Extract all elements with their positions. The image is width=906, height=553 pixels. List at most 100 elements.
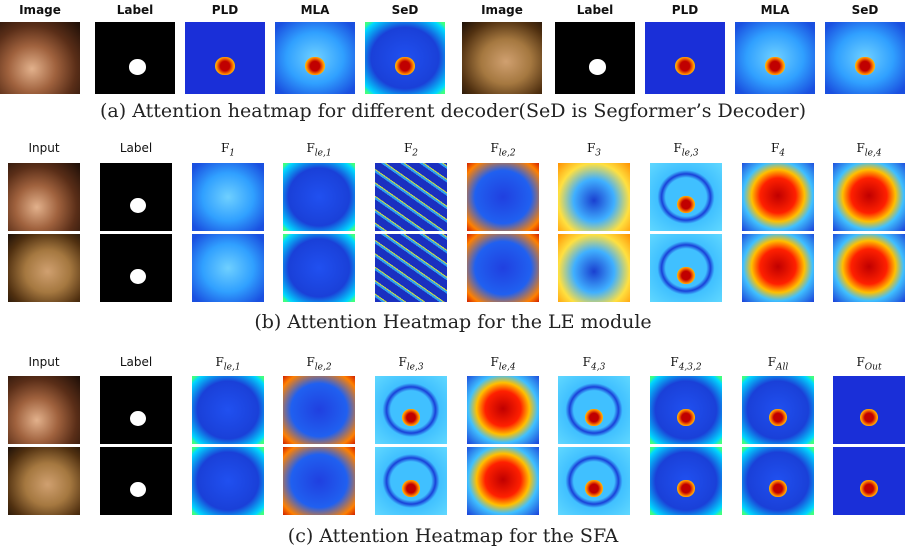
column-header: Fle,3 bbox=[366, 355, 456, 372]
image-tile bbox=[100, 234, 172, 302]
caption: (b) Attention Heatmap for the LE module bbox=[254, 311, 652, 333]
header-base: F bbox=[490, 141, 499, 155]
column-header: Fle,3 bbox=[641, 141, 731, 158]
image-tile bbox=[192, 163, 264, 231]
image-tile bbox=[375, 163, 447, 231]
column-header: F4 bbox=[733, 141, 823, 158]
column-header: F2 bbox=[366, 141, 456, 158]
image-tile bbox=[375, 447, 447, 515]
header-base: F bbox=[403, 141, 413, 155]
column-header: Label bbox=[576, 3, 614, 17]
column-header: FAll bbox=[733, 355, 823, 372]
image-tile bbox=[650, 376, 722, 444]
header-subscript: le,1 bbox=[223, 362, 241, 373]
image-tile bbox=[8, 376, 80, 444]
header-base: F bbox=[306, 355, 315, 369]
header-subscript: le,4 bbox=[498, 362, 516, 373]
header-base: F bbox=[220, 141, 230, 155]
image-tile bbox=[650, 163, 722, 231]
header-subscript: le,3 bbox=[406, 362, 424, 373]
header-subscript: 3 bbox=[595, 148, 602, 159]
image-tile bbox=[100, 447, 172, 515]
image-tile bbox=[8, 447, 80, 515]
image-tile bbox=[283, 376, 355, 444]
column-header: FOut bbox=[824, 355, 906, 372]
column-header: Fle,1 bbox=[183, 355, 273, 372]
header-subscript: Out bbox=[864, 362, 882, 373]
image-tile bbox=[375, 234, 447, 302]
column-header: Fle,4 bbox=[458, 355, 548, 372]
column-header: Fle,2 bbox=[458, 141, 548, 158]
image-tile bbox=[100, 376, 172, 444]
image-tile bbox=[365, 22, 445, 94]
column-header: MLA bbox=[300, 3, 330, 17]
header-base: F bbox=[767, 355, 777, 369]
header-subscript: 4,3,2 bbox=[678, 362, 702, 373]
image-tile bbox=[467, 163, 539, 231]
image-tile bbox=[650, 447, 722, 515]
header-base: F bbox=[673, 141, 682, 155]
column-header: Image bbox=[481, 3, 523, 17]
column-header: SeD bbox=[851, 3, 879, 17]
header-base: F bbox=[306, 141, 315, 155]
column-header: Input bbox=[28, 355, 60, 369]
header-subscript: le,2 bbox=[498, 148, 516, 159]
header-subscript: le,2 bbox=[314, 362, 332, 373]
image-tile bbox=[833, 234, 905, 302]
image-tile bbox=[8, 163, 80, 231]
image-tile bbox=[185, 22, 265, 94]
column-header: F4,3,2 bbox=[641, 355, 731, 372]
image-tile bbox=[558, 234, 630, 302]
image-tile bbox=[558, 376, 630, 444]
column-header: Fle,4 bbox=[824, 141, 906, 158]
header-base: F bbox=[586, 141, 596, 155]
image-tile bbox=[467, 376, 539, 444]
image-tile bbox=[0, 22, 80, 94]
image-tile bbox=[375, 376, 447, 444]
image-tile bbox=[742, 234, 814, 302]
header-base: F bbox=[215, 355, 224, 369]
image-tile bbox=[558, 163, 630, 231]
column-header: Image bbox=[19, 3, 61, 17]
header-subscript: All bbox=[776, 362, 789, 373]
image-tile bbox=[275, 22, 355, 94]
image-tile bbox=[100, 163, 172, 231]
header-base: F bbox=[398, 355, 407, 369]
column-header: F1 bbox=[183, 141, 273, 158]
header-base: F bbox=[856, 355, 865, 369]
image-tile bbox=[95, 22, 175, 94]
header-subscript: 4 bbox=[779, 148, 786, 159]
column-header: PLD bbox=[211, 3, 239, 17]
image-tile bbox=[192, 447, 264, 515]
header-base: F bbox=[856, 141, 865, 155]
header-base: F bbox=[770, 141, 780, 155]
image-tile bbox=[192, 376, 264, 444]
image-tile bbox=[833, 376, 905, 444]
column-header: F3 bbox=[549, 141, 639, 158]
column-header: PLD bbox=[671, 3, 699, 17]
image-tile bbox=[833, 447, 905, 515]
caption: (a) Attention heatmap for different deco… bbox=[100, 100, 806, 122]
image-tile bbox=[650, 234, 722, 302]
image-tile bbox=[283, 234, 355, 302]
column-header: Label bbox=[119, 355, 153, 369]
column-header: Label bbox=[119, 141, 153, 155]
header-subscript: 2 bbox=[412, 148, 419, 159]
header-subscript: le,3 bbox=[681, 148, 699, 159]
image-tile bbox=[558, 447, 630, 515]
image-tile bbox=[742, 163, 814, 231]
image-tile bbox=[555, 22, 635, 94]
image-tile bbox=[192, 234, 264, 302]
header-subscript: 1 bbox=[229, 148, 236, 159]
header-subscript: le,1 bbox=[314, 148, 332, 159]
column-header: Label bbox=[116, 3, 154, 17]
header-base: F bbox=[490, 355, 499, 369]
image-tile bbox=[735, 22, 815, 94]
column-header: Fle,1 bbox=[274, 141, 364, 158]
image-tile bbox=[8, 234, 80, 302]
image-tile bbox=[742, 447, 814, 515]
column-header: Input bbox=[28, 141, 60, 155]
header-base: F bbox=[670, 355, 679, 369]
column-header: SeD bbox=[391, 3, 419, 17]
